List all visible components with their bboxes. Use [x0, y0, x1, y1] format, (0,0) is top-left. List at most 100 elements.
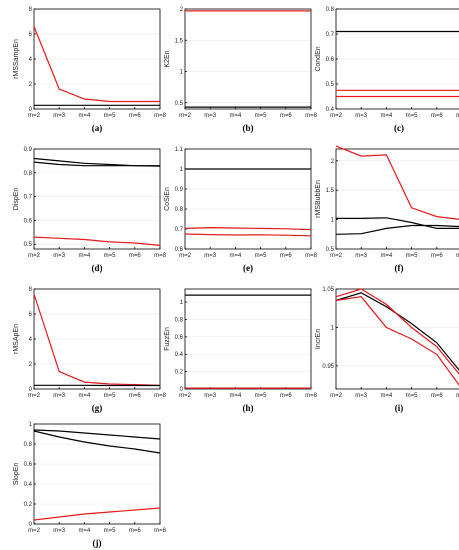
x-tick-label: m=5 — [104, 113, 117, 119]
y-tick-label: 0.4 — [175, 352, 184, 358]
series-line-1 — [33, 429, 161, 440]
y-tick-label: 8 — [29, 287, 33, 293]
x-tick-label: m=4 — [229, 253, 242, 259]
axes-frame — [184, 148, 312, 250]
y-tick-label: 4 — [29, 337, 33, 343]
subplot-caption: (j) — [93, 538, 102, 548]
subplot-caption: (e) — [243, 263, 253, 273]
y-tick-label: 0 — [180, 387, 184, 393]
y-tick-label: 2 — [331, 159, 335, 165]
y-tick-label: 2 — [29, 82, 33, 88]
y-tick-label: 0.8 — [175, 317, 184, 323]
axes-frame — [33, 148, 161, 250]
x-tick-label: m=6 — [280, 253, 293, 259]
subplot-caption: (f) — [395, 263, 404, 273]
y-tick-label: 0.6 — [24, 218, 33, 224]
x-tick-label: m=3 — [53, 528, 66, 534]
x-tick-label: m=3 — [355, 253, 368, 259]
x-tick-label: m=2 — [179, 253, 192, 259]
axes-frame — [184, 288, 312, 390]
x-tick-label: m=5 — [255, 253, 268, 259]
x-tick-label: m=5 — [104, 528, 117, 534]
y-tick-label: 0.9 — [24, 147, 33, 153]
x-tick-label: m=8 — [456, 113, 459, 119]
x-tick-label: m=4 — [78, 113, 91, 119]
x-tick-label: m=3 — [53, 393, 66, 399]
y-tick-label: 0.2 — [175, 370, 184, 376]
y-axis-label: rMSApEn — [13, 324, 20, 354]
series-line-1 — [33, 26, 160, 103]
y-tick-label: 0.9 — [175, 187, 184, 193]
x-tick-label: m=4 — [78, 528, 91, 534]
x-tick-label: m=5 — [406, 113, 419, 119]
y-tick-label: 0.5 — [175, 101, 184, 107]
subplot-h: 0 0.2 0.4 0.6 0.8 1 m=2 m=3 m=4 m=5 m=6 m=8 FuzzEn (h… — [164, 288, 318, 413]
x-tick-label: m=2 — [28, 393, 41, 399]
y-tick-label: 1.5 — [326, 188, 335, 194]
x-tick-label: m=4 — [380, 393, 393, 399]
y-tick-label: 0.8 — [24, 171, 33, 177]
y-tick-label: 0.7 — [326, 32, 335, 38]
series-line-3 — [335, 296, 459, 386]
y-tick-label: 1 — [331, 218, 335, 224]
y-tick-label: 1 — [180, 300, 184, 306]
x-tick-label: m=6 — [129, 113, 142, 119]
y-tick-label: 0.8 — [326, 7, 335, 13]
y-tick-label: 0 — [29, 387, 33, 393]
x-tick-label: m=3 — [355, 113, 368, 119]
axes-frame — [33, 8, 161, 110]
x-tick-label: m=4 — [380, 253, 393, 259]
y-tick-label: 6 — [29, 32, 33, 38]
x-tick-label: m=2 — [28, 253, 41, 259]
subplot-d: 0.5 0.6 0.7 0.8 0.9 m=2 m=3 m=4 m=5 m=6 m=8 DispEn (… — [13, 147, 167, 273]
x-tick-label: m=5 — [406, 253, 419, 259]
y-axis-label: rMSSampEn — [13, 39, 20, 79]
y-tick-label: 0.6 — [175, 335, 184, 341]
y-axis-label: CondEn — [315, 46, 322, 71]
x-tick-label: m=5 — [406, 393, 419, 399]
axes-frame — [335, 8, 459, 110]
subplot-j: 0 0.2 0.4 0.6 0.8 1 m=2 m=3 m=4 m=5 m=6 m=8 SlopEn (j… — [13, 422, 167, 548]
subplot-caption: (g) — [92, 403, 103, 413]
series-line-2 — [335, 288, 459, 375]
x-tick-label: m=4 — [229, 113, 242, 119]
x-tick-label: m=6 — [431, 253, 444, 259]
x-tick-label: m=2 — [330, 113, 343, 119]
y-tick-label: 0.5 — [24, 242, 33, 248]
x-tick-label: m=4 — [229, 393, 242, 399]
y-tick-label: 1 — [29, 422, 33, 428]
series-line-2 — [33, 161, 160, 167]
subplot-caption: (c) — [394, 123, 404, 133]
subplot-caption: (a) — [92, 123, 103, 133]
y-tick-label: 0.5 — [326, 247, 335, 253]
x-tick-label: m=3 — [53, 113, 66, 119]
x-tick-label: m=5 — [255, 393, 268, 399]
x-tick-label: m=2 — [28, 113, 41, 119]
x-tick-label: m=5 — [104, 253, 117, 259]
series-line-3 — [335, 224, 459, 235]
x-tick-label: m=4 — [78, 393, 91, 399]
y-axis-label: K2En — [164, 50, 171, 67]
subplot-caption: (b) — [243, 123, 254, 133]
y-tick-label: 2 — [180, 7, 184, 13]
y-tick-label: 6 — [29, 312, 33, 318]
y-tick-label: 0 — [29, 107, 33, 113]
y-tick-label: 1.05 — [322, 287, 334, 293]
axes-frame — [335, 148, 459, 250]
subplot-g: 0 2 4 6 8 m=2 m=3 m=4 m=5 m=6 m=8 rMSApEn (g) — [13, 287, 167, 413]
y-tick-label: 1.5 — [175, 38, 184, 44]
y-axis-label: IncrEn — [315, 329, 322, 349]
y-tick-label: 0.8 — [24, 442, 33, 448]
axes-frame — [184, 8, 312, 110]
x-tick-label: m=6 — [129, 393, 142, 399]
x-tick-label: m=4 — [380, 113, 393, 119]
series-line-1 — [33, 293, 161, 386]
y-tick-label: 2 — [29, 362, 33, 368]
x-tick-label: m=4 — [78, 253, 91, 259]
axes-frame — [33, 423, 161, 525]
x-tick-label: m=8 — [305, 253, 318, 259]
subplot-caption: (d) — [92, 263, 103, 273]
series-line-3 — [33, 507, 161, 521]
x-tick-label: m=2 — [179, 113, 192, 119]
